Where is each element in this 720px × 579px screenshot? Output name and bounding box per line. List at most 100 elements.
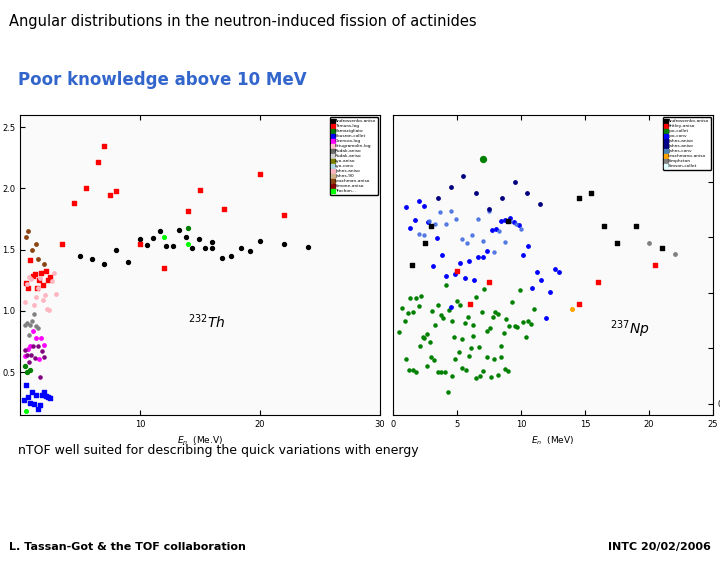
Point — [474, 371, 486, 380]
Point — [410, 368, 422, 377]
X-axis label: $E_n$  (MeV): $E_n$ (MeV) — [531, 434, 575, 447]
Point — [482, 327, 493, 336]
Point — [454, 300, 466, 309]
Point — [19, 346, 30, 355]
Point — [462, 312, 474, 321]
Point — [161, 241, 172, 250]
Point — [25, 350, 37, 360]
Point — [432, 194, 444, 203]
Point — [526, 320, 537, 329]
Point — [27, 316, 38, 325]
Point — [656, 244, 667, 253]
Point — [643, 238, 654, 247]
Point — [508, 217, 520, 226]
Point — [468, 321, 480, 330]
Point — [30, 239, 41, 248]
Point — [479, 284, 490, 294]
Point — [394, 328, 405, 337]
Text: INTC 20/02/2006: INTC 20/02/2006 — [608, 542, 711, 552]
Point — [486, 225, 498, 234]
Point — [439, 367, 451, 376]
Point — [451, 296, 463, 305]
Point — [23, 331, 35, 340]
Point — [449, 354, 461, 364]
Legend: Androssenko-aniso, Britley-aniso, joo-collet, joo-conv, Jahns-aniso, Jahns-aniso: Androssenko-aniso, Britley-aniso, joo-co… — [663, 117, 711, 170]
Point — [485, 372, 496, 382]
Point — [30, 292, 42, 302]
Point — [517, 317, 528, 327]
Point — [50, 289, 62, 298]
Point — [449, 332, 460, 342]
Point — [503, 216, 514, 225]
Point — [495, 217, 506, 226]
Point — [32, 283, 44, 292]
Point — [573, 194, 585, 203]
Point — [28, 301, 40, 310]
Point — [465, 343, 477, 353]
Point — [254, 237, 266, 246]
Point — [122, 257, 134, 266]
Point — [206, 237, 217, 247]
Point — [21, 350, 32, 360]
Point — [182, 239, 194, 248]
Point — [490, 307, 501, 317]
Point — [180, 232, 192, 241]
Point — [432, 301, 444, 310]
Point — [499, 365, 510, 374]
Point — [407, 366, 418, 375]
Point — [442, 387, 454, 397]
Point — [40, 266, 51, 275]
Point — [36, 347, 48, 356]
Point — [68, 199, 80, 208]
Point — [19, 298, 30, 307]
Point — [27, 272, 38, 281]
Point — [26, 274, 37, 284]
Point — [23, 358, 35, 367]
Point — [225, 252, 237, 261]
Point — [526, 283, 538, 292]
Point — [37, 281, 49, 290]
Point — [167, 241, 179, 250]
Point — [414, 342, 426, 351]
Point — [86, 255, 98, 264]
Point — [483, 207, 495, 216]
Point — [462, 239, 473, 248]
Point — [92, 157, 104, 166]
Point — [459, 274, 470, 283]
Point — [506, 297, 518, 306]
Point — [481, 353, 492, 362]
Point — [44, 394, 55, 403]
Point — [37, 295, 48, 304]
Point — [521, 188, 533, 197]
Point — [235, 243, 246, 252]
Point — [423, 217, 434, 226]
Point — [399, 317, 410, 326]
Point — [24, 255, 36, 265]
Point — [302, 243, 314, 252]
Point — [141, 240, 153, 250]
Point — [478, 367, 490, 376]
Point — [505, 217, 516, 226]
Point — [451, 266, 463, 275]
Point — [31, 284, 42, 293]
Point — [429, 320, 441, 329]
Point — [464, 351, 475, 361]
Point — [413, 230, 424, 239]
Point — [432, 368, 444, 377]
Point — [434, 208, 446, 217]
Point — [549, 265, 561, 274]
Point — [513, 221, 524, 230]
Point — [40, 391, 52, 400]
Point — [46, 276, 58, 285]
Point — [33, 275, 45, 284]
Point — [110, 245, 122, 254]
Point — [20, 278, 32, 288]
Point — [426, 306, 438, 316]
Point — [22, 279, 33, 288]
Point — [421, 361, 433, 371]
Text: L. Tassan-Got & the TOF collaboration: L. Tassan-Got & the TOF collaboration — [9, 542, 246, 552]
Point — [35, 334, 47, 343]
Point — [22, 344, 33, 353]
Point — [592, 277, 603, 286]
Point — [528, 304, 539, 313]
